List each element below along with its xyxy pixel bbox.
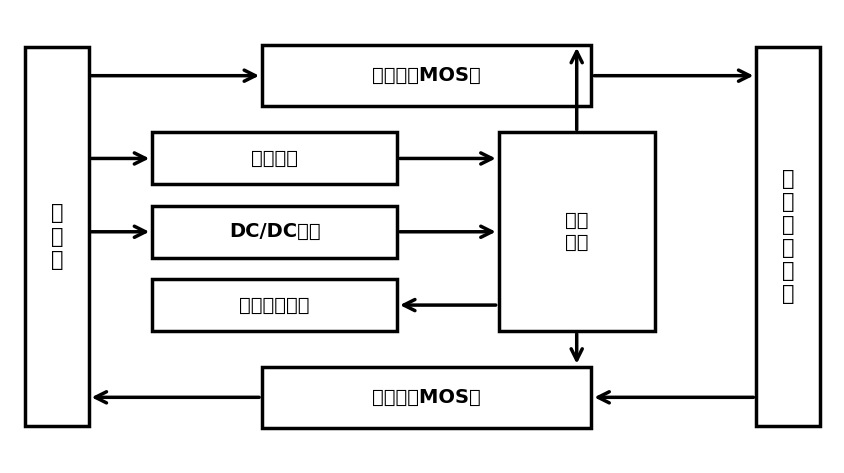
Text: 升
压
储
能
模
块: 升 压 储 能 模 块 [781, 168, 793, 305]
Text: 控制
模块: 控制 模块 [565, 211, 587, 252]
Bar [755, 47, 819, 426]
Text: 放电回路MOS管: 放电回路MOS管 [372, 388, 480, 407]
Bar [498, 132, 654, 331]
Bar [152, 279, 397, 331]
Bar [152, 206, 397, 258]
Text: 蓄
电
池: 蓄 电 池 [51, 203, 63, 270]
Bar [262, 367, 591, 428]
Text: 信号指示模块: 信号指示模块 [239, 296, 310, 315]
Bar [152, 132, 397, 184]
Bar [262, 45, 591, 106]
Text: DC/DC模块: DC/DC模块 [229, 222, 320, 241]
Bar [25, 47, 89, 426]
Text: 检测模块: 检测模块 [251, 149, 298, 168]
Text: 充电回路MOS管: 充电回路MOS管 [372, 66, 480, 85]
